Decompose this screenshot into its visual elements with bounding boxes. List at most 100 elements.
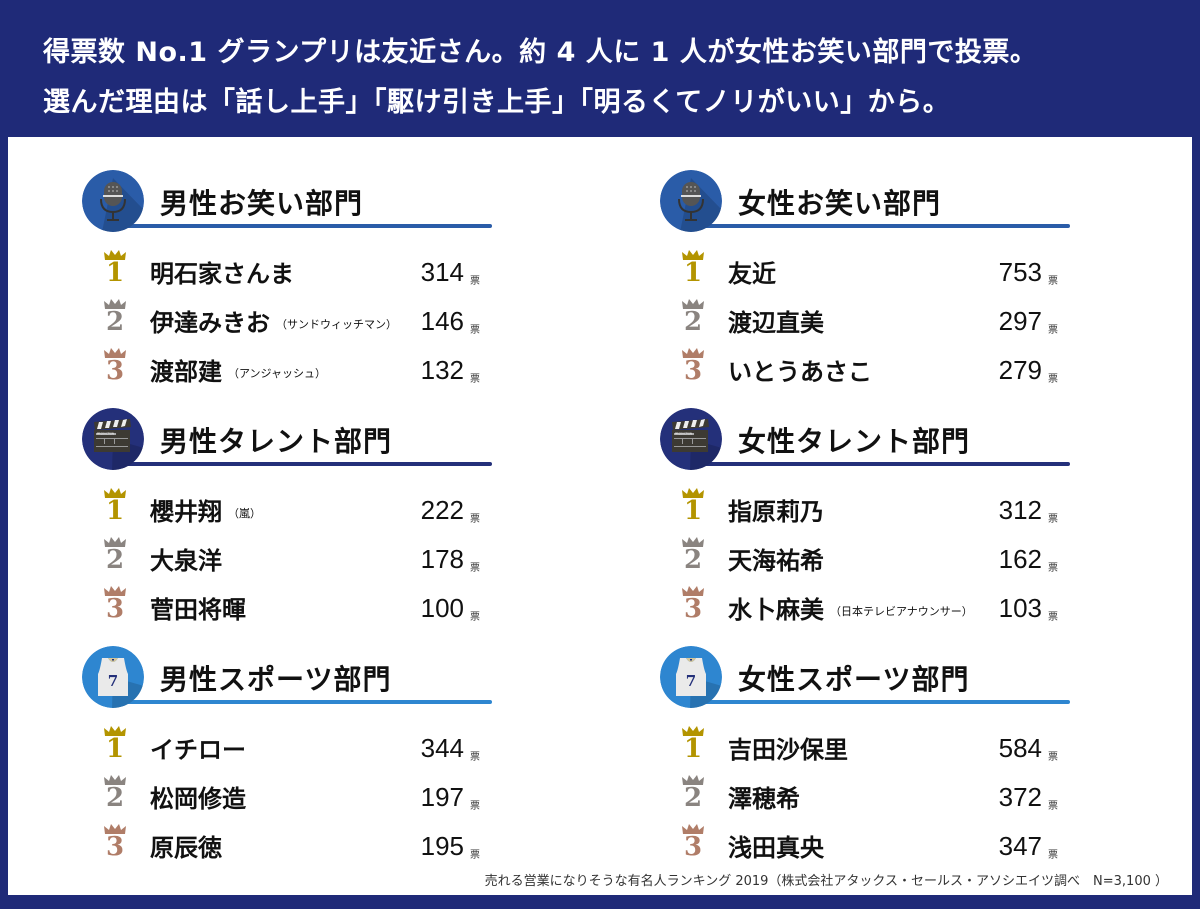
microphone-icon: [660, 170, 722, 232]
rank-badge: 3: [680, 582, 706, 630]
crown-icon: [103, 771, 127, 785]
crown-icon: [681, 582, 705, 596]
ranking-row: 1 明石家さんま 314 票: [82, 246, 502, 294]
clapperboard-icon: PRODUCTION: [660, 408, 722, 470]
ranking-row: 2 渡辺直美 297 票: [660, 295, 1080, 343]
celebrity-name: 浅田真央: [728, 828, 830, 863]
headline-banner: 得票数 No.1 グランプリは友近さん。約 4 人に 1 人が女性お笑い部門で投…: [0, 0, 1200, 137]
vote-unit: 票: [1048, 374, 1058, 385]
ranking-row: 2 伊達みきお （サンドウィッチマン） 146 票: [82, 295, 502, 343]
name-text: 大泉洋: [150, 547, 222, 575]
ranking-row: 3 水卜麻美 （日本テレビアナウンサー） 103 票: [660, 582, 1080, 630]
name-text: 吉田沙保里: [728, 736, 848, 764]
rank-number: 1: [683, 258, 703, 288]
jersey-icon: 7: [82, 646, 144, 708]
rank-number: 3: [105, 832, 125, 862]
rank-number: 3: [105, 356, 125, 386]
vote-unit: 票: [470, 563, 480, 574]
vote-unit: 票: [1048, 514, 1058, 525]
vote-count: 312: [998, 495, 1042, 525]
name-text: 伊達みきお: [150, 309, 270, 337]
rank-number: 1: [105, 734, 125, 764]
vote-unit: 票: [470, 801, 480, 812]
name-text: 天海祐希: [728, 547, 824, 575]
vote-count: 372: [998, 782, 1042, 812]
vote-unit: 票: [1048, 850, 1058, 861]
rank-number: 3: [683, 594, 703, 624]
section-underline: [698, 462, 1070, 466]
affiliation-note: （嵐）: [228, 507, 261, 520]
vote-count: 222: [420, 495, 464, 525]
vote-unit: 票: [1048, 563, 1058, 574]
section-title: 女性お笑い部門: [738, 187, 942, 220]
headline-line-1: 得票数 No.1 グランプリは友近さん。約 4 人に 1 人が女性お笑い部門で投…: [43, 37, 1038, 68]
ranking-row: 3 浅田真央 347 票: [660, 820, 1080, 868]
name-text: 浅田真央: [728, 834, 824, 862]
rank-number: 2: [105, 545, 125, 575]
ranking-row: 2 澤穂希 372 票: [660, 771, 1080, 819]
affiliation-note: （サンドウィッチマン）: [276, 318, 397, 331]
rank-badge: 3: [102, 344, 128, 392]
celebrity-name: 櫻井翔 （嵐）: [150, 492, 261, 527]
vote-unit: 票: [1048, 276, 1058, 287]
celebrity-name: 松岡修造: [150, 779, 252, 814]
vote-count: 178: [420, 544, 464, 574]
celebrity-name: 吉田沙保里: [728, 730, 854, 765]
rank-badge: 1: [102, 484, 128, 532]
name-text: 友近: [728, 260, 776, 288]
vote-count: 279: [998, 355, 1042, 385]
celebrity-name: 原辰徳: [150, 828, 228, 863]
section-title: 女性タレント部門: [738, 425, 971, 458]
ranking-row: 1 櫻井翔 （嵐） 222 票: [82, 484, 502, 532]
microphone-icon: [82, 170, 144, 232]
vote-unit: 票: [1048, 325, 1058, 336]
rank-number: 3: [105, 594, 125, 624]
crown-icon: [103, 582, 127, 596]
name-text: 渡部建: [150, 358, 222, 386]
section-header: PRODUCTION 男性タレント部門: [82, 402, 512, 472]
vote-count: 753: [998, 257, 1042, 287]
rank-badge: 2: [102, 533, 128, 581]
section-header: 女性お笑い部門: [660, 164, 1090, 234]
vote-unit: 票: [470, 752, 480, 763]
vote-count: 584: [998, 733, 1042, 763]
rank-badge: 2: [102, 295, 128, 343]
section-underline: [120, 462, 492, 466]
crown-icon: [103, 484, 127, 498]
section-header: 男性お笑い部門: [82, 164, 512, 234]
ranking-row: 3 原辰徳 195 票: [82, 820, 502, 868]
vote-count: 314: [420, 257, 464, 287]
rank-number: 1: [683, 496, 703, 526]
name-text: 明石家さんま: [150, 260, 294, 288]
vote-unit: 票: [470, 514, 480, 525]
rank-number: 2: [105, 783, 125, 813]
celebrity-name: イチロー: [150, 730, 252, 765]
ranking-row: 3 菅田将暉 100 票: [82, 582, 502, 630]
name-text: 渡辺直美: [728, 309, 824, 337]
section-underline: [120, 700, 492, 704]
svg-text:7: 7: [108, 672, 118, 690]
crown-icon: [103, 533, 127, 547]
vote-unit: 票: [470, 276, 480, 287]
vote-unit: 票: [1048, 752, 1058, 763]
ranking-row: 2 天海祐希 162 票: [660, 533, 1080, 581]
celebrity-name: 大泉洋: [150, 541, 228, 576]
name-text: 松岡修造: [150, 785, 246, 813]
celebrity-name: 水卜麻美 （日本テレビアナウンサー）: [728, 590, 973, 625]
section-female-talent: PRODUCTION 女性タレント部門 1 指原莉乃 312 票 2 天海祐希 …: [660, 402, 1090, 632]
source-note: 売れる営業になりそうな有名人ランキング 2019（株式会社アタックス・セールス・…: [484, 874, 1168, 889]
section-underline: [698, 700, 1070, 704]
name-text: 櫻井翔: [150, 498, 222, 526]
rank-badge: 1: [102, 246, 128, 294]
crown-icon: [681, 820, 705, 834]
celebrity-name: 天海祐希: [728, 541, 830, 576]
affiliation-note: （日本テレビアナウンサー）: [830, 605, 973, 618]
name-text: 菅田将暉: [150, 596, 246, 624]
vote-unit: 票: [1048, 801, 1058, 812]
affiliation-note: （アンジャッシュ）: [228, 367, 327, 380]
rank-badge: 2: [680, 533, 706, 581]
svg-text:PRODUCTION: PRODUCTION: [97, 432, 114, 436]
name-text: イチロー: [150, 736, 246, 764]
rank-number: 2: [105, 307, 125, 337]
crown-icon: [681, 246, 705, 260]
